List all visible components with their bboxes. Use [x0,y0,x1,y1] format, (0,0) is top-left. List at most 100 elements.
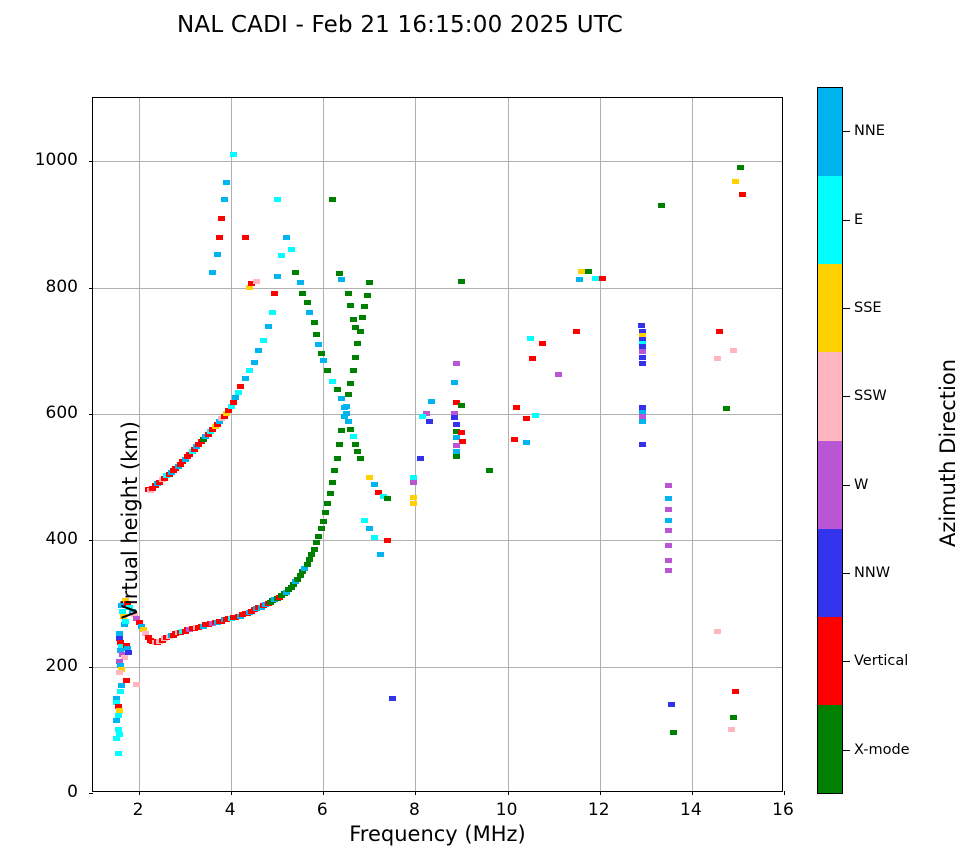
colorbar-segment-e [818,176,842,265]
data-point [118,666,126,672]
data-point [209,269,217,275]
data-point [354,449,362,455]
data-point [310,320,318,326]
data-point [236,383,244,389]
data-point [278,593,286,599]
data-point [120,622,128,628]
colorbar-label-ssw: SSW [854,388,887,405]
data-point [137,623,145,629]
data-point [319,358,327,364]
data-point [149,485,157,491]
colorbar-tick [843,661,850,663]
data-point [177,461,185,467]
x-tick [139,791,141,795]
data-point [117,689,125,695]
data-point [282,589,290,595]
x-tick [231,791,233,795]
data-point [122,678,130,684]
data-point [218,215,226,221]
data-point [331,468,339,474]
data-point [114,727,122,733]
data-point [377,551,385,557]
data-point [329,479,337,485]
data-point [142,631,150,637]
data-point [416,455,424,461]
data-point [296,573,304,579]
data-point [354,340,362,346]
data-point [352,325,360,331]
data-point [527,335,535,341]
data-point [246,285,254,291]
data-point [452,429,460,435]
data-point [220,196,228,202]
data-point [388,695,396,701]
colorbar-tick [843,307,850,309]
colorbar-segment-x-mode [818,704,842,793]
data-point [303,300,311,306]
data-point [216,234,224,240]
data-point [638,333,646,339]
data-point [179,459,187,465]
data-point [118,608,126,614]
data-point [513,405,521,411]
data-point [365,526,373,532]
data-point [124,646,132,652]
data-point [113,695,121,701]
data-point [458,430,466,436]
data-point [170,468,178,474]
data-point [301,565,309,571]
y-tick [89,287,93,289]
data-point [324,501,332,507]
gridline-horizontal [93,540,782,542]
colorbar [817,87,843,794]
data-point [299,569,307,575]
data-point [658,202,666,208]
data-point [202,434,210,440]
y-tick-label: 400 [45,529,78,550]
data-point [230,152,237,158]
data-point [126,604,134,610]
data-point [375,489,383,495]
data-point [121,618,129,624]
data-point [638,340,646,346]
data-point [282,234,290,240]
colorbar-segment-nnw [818,528,842,617]
colorbar-segment-vertical [818,616,842,705]
data-point [116,659,124,665]
data-point [220,413,228,419]
y-tick-label: 600 [45,402,78,423]
data-point [485,468,493,474]
data-point [113,700,121,706]
data-point [241,376,249,382]
data-point [638,349,646,355]
data-point [118,603,126,609]
data-point [140,627,148,633]
data-point [665,507,673,513]
data-point [349,316,357,322]
data-point [451,379,459,385]
data-point [190,446,198,452]
data-point [458,402,466,408]
data-point [113,736,121,742]
x-tick-label: 14 [680,800,702,820]
data-point [324,368,332,374]
data-point [365,279,373,285]
data-point [120,655,128,661]
gridline-vertical [139,98,141,791]
data-point [739,191,747,197]
data-point [333,387,341,393]
data-point [665,568,673,574]
data-point [223,180,231,186]
x-tick [784,791,785,795]
data-point [349,434,357,440]
data-point [255,348,263,354]
data-point [727,727,735,733]
data-point [278,253,286,259]
data-point [197,439,205,445]
data-point [452,421,460,427]
gridline-vertical [599,98,601,791]
gridline-vertical [691,98,693,791]
data-point [732,178,740,184]
data-point [511,436,518,442]
